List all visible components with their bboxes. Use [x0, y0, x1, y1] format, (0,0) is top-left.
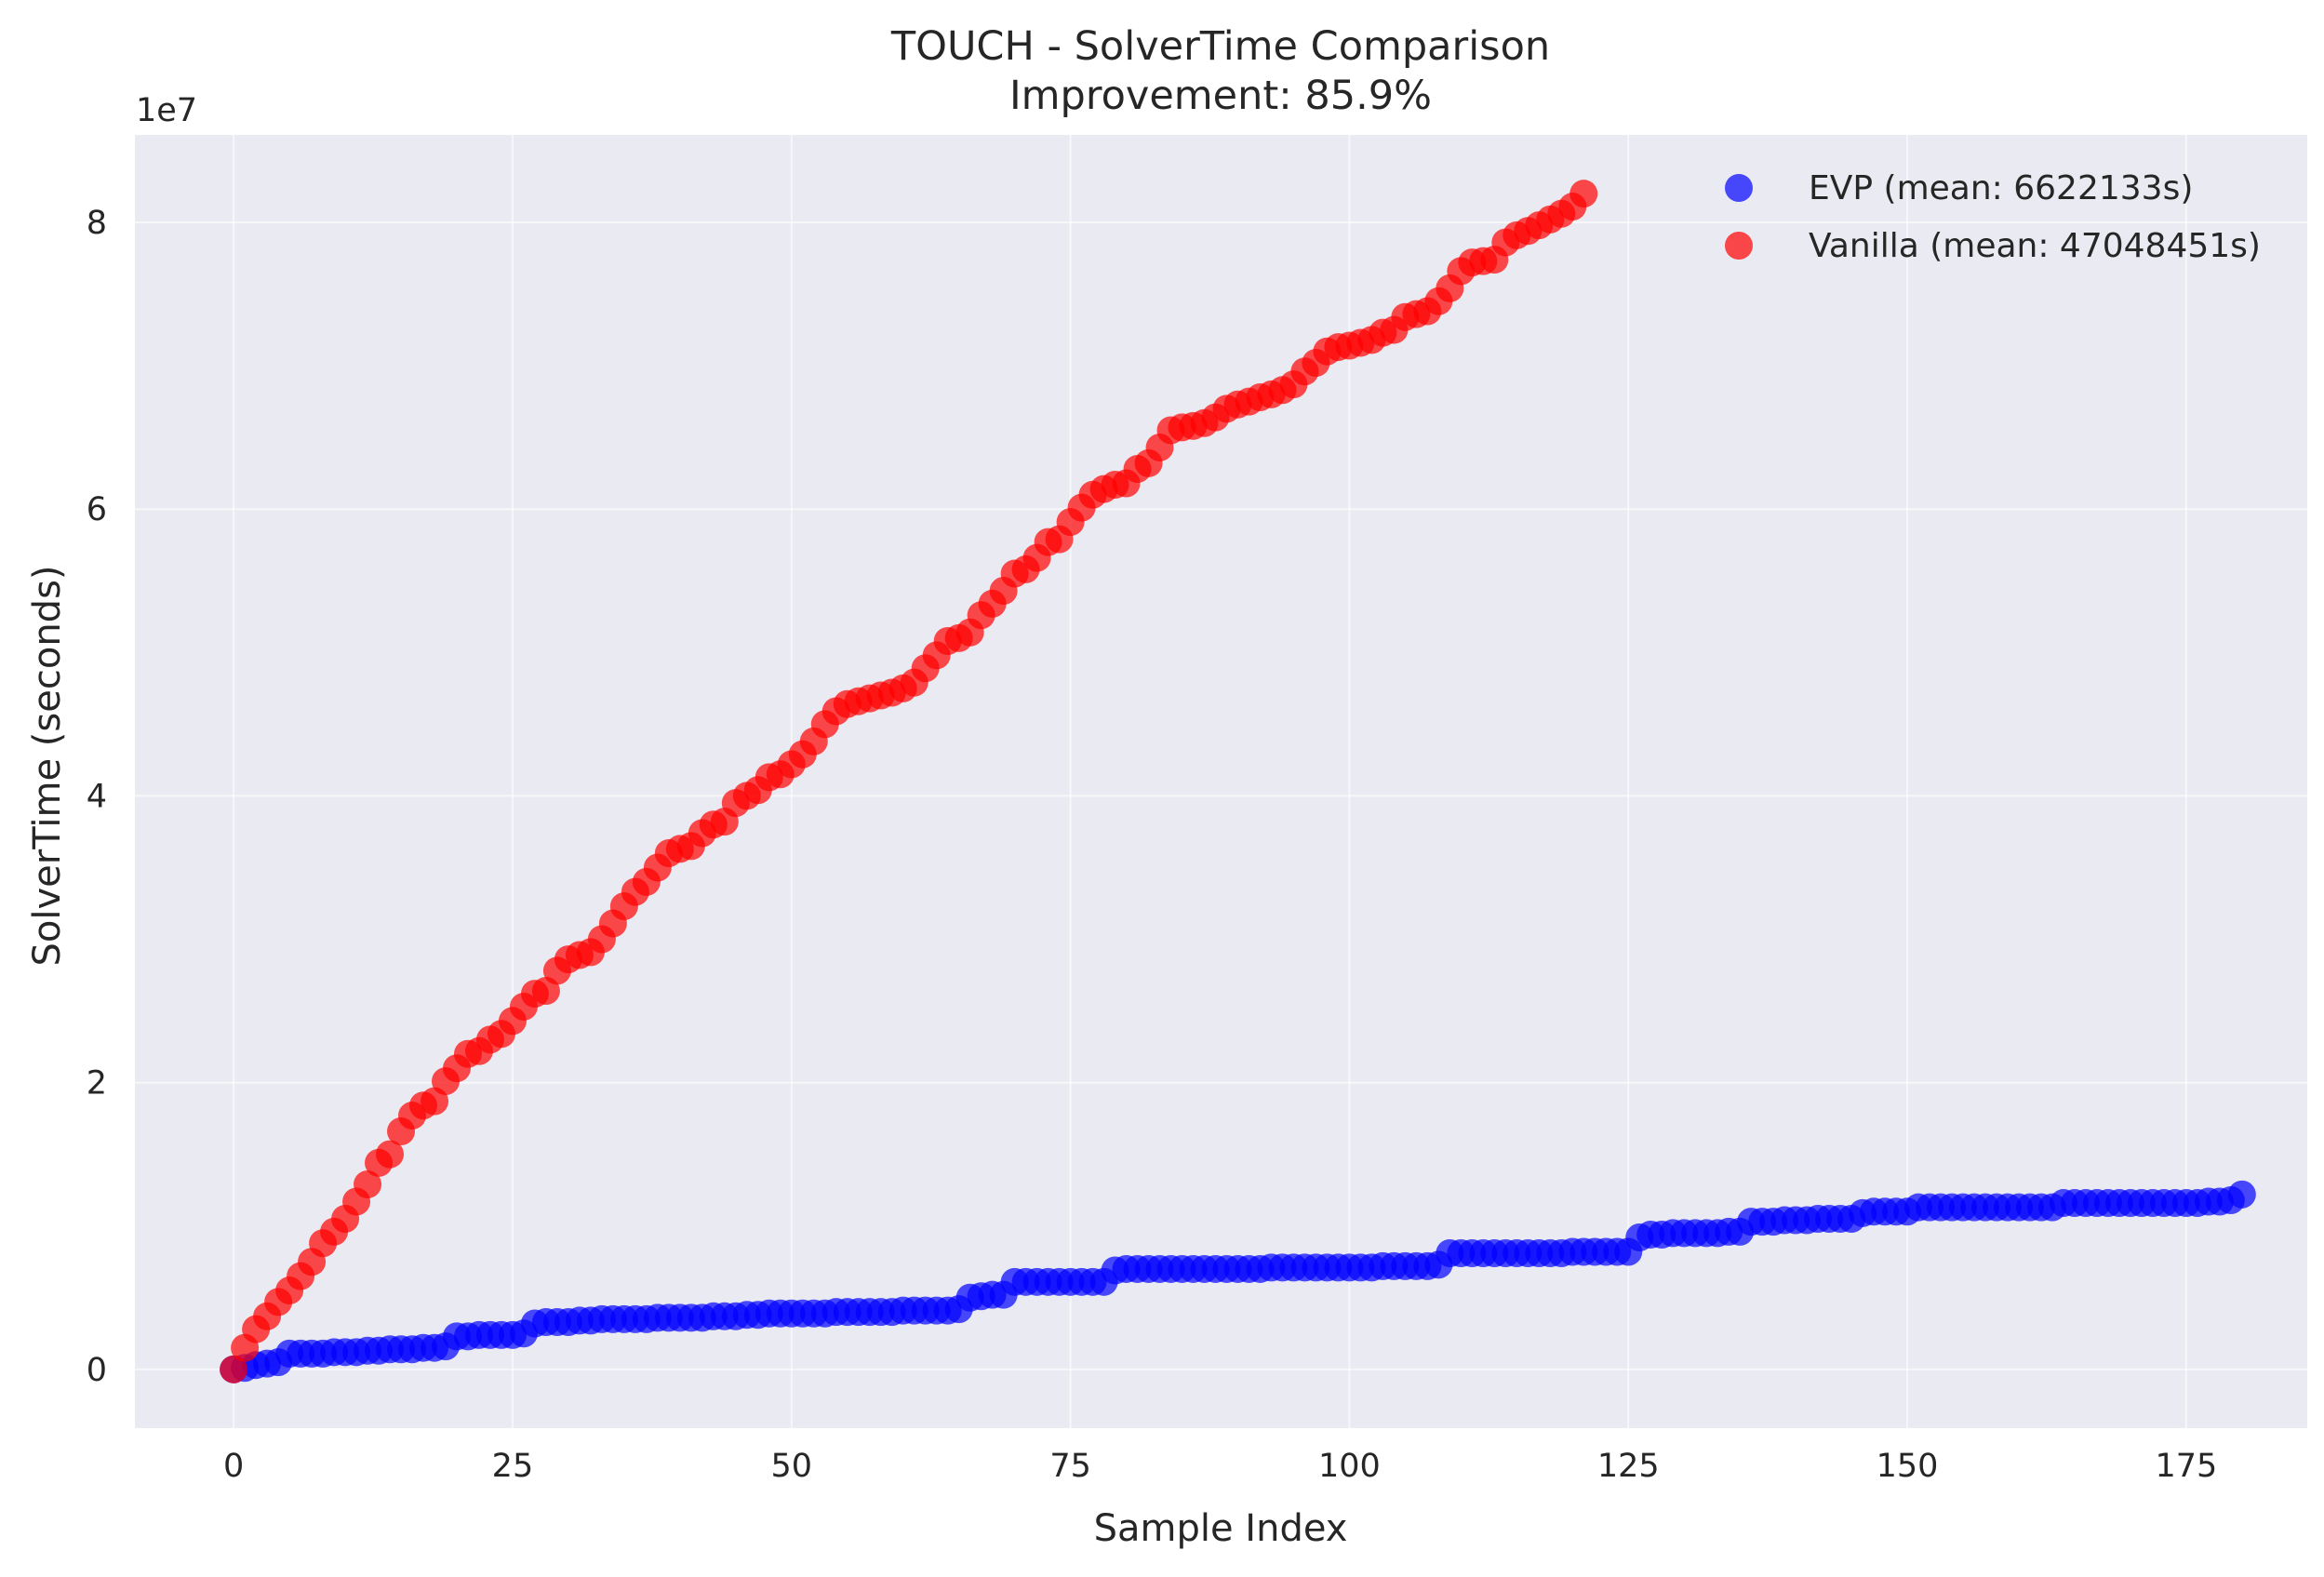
legend-label: Vanilla (mean: 47048451s)	[1809, 227, 2261, 265]
y-tick-label: 2	[87, 1065, 107, 1103]
y-tick-label: 6	[87, 491, 107, 528]
series-vanilla	[220, 180, 1598, 1383]
legend-label: EVP (mean: 6622133s)	[1809, 169, 2193, 207]
series-evp	[220, 1180, 2256, 1383]
x-tick-label: 50	[771, 1448, 813, 1485]
legend-marker	[1725, 174, 1753, 202]
x-axis-label: Sample Index	[1094, 1507, 1348, 1550]
data-point	[220, 1355, 248, 1383]
x-tick-label: 25	[492, 1448, 534, 1485]
y-axis-offset-label: 1e7	[136, 92, 197, 129]
x-tick-label: 0	[223, 1448, 244, 1485]
x-tick-label: 150	[1877, 1448, 1939, 1485]
data-point	[1569, 180, 1598, 208]
chart-subtitle: Improvement: 85.9%	[1009, 73, 1432, 119]
x-tick-label: 125	[1597, 1448, 1660, 1485]
x-tick-label: 75	[1049, 1448, 1091, 1485]
data-point	[2227, 1180, 2256, 1209]
data-point	[354, 1170, 382, 1199]
data-point	[376, 1140, 405, 1169]
y-tick-label: 8	[87, 205, 107, 242]
y-axis-label: SolverTime (seconds)	[26, 565, 69, 966]
y-tick-label: 4	[87, 778, 107, 815]
chart-title: TOUCH - SolverTime Comparison	[890, 23, 1550, 70]
x-tick-label: 100	[1318, 1448, 1381, 1485]
plot-background	[135, 135, 2307, 1428]
y-tick-label: 0	[87, 1352, 107, 1389]
legend-marker	[1725, 232, 1753, 260]
plot-area	[135, 135, 2307, 1428]
x-tick-label: 175	[2155, 1448, 2217, 1485]
legend: EVP (mean: 6622133s) Vanilla (mean: 47048…	[1725, 169, 2261, 265]
